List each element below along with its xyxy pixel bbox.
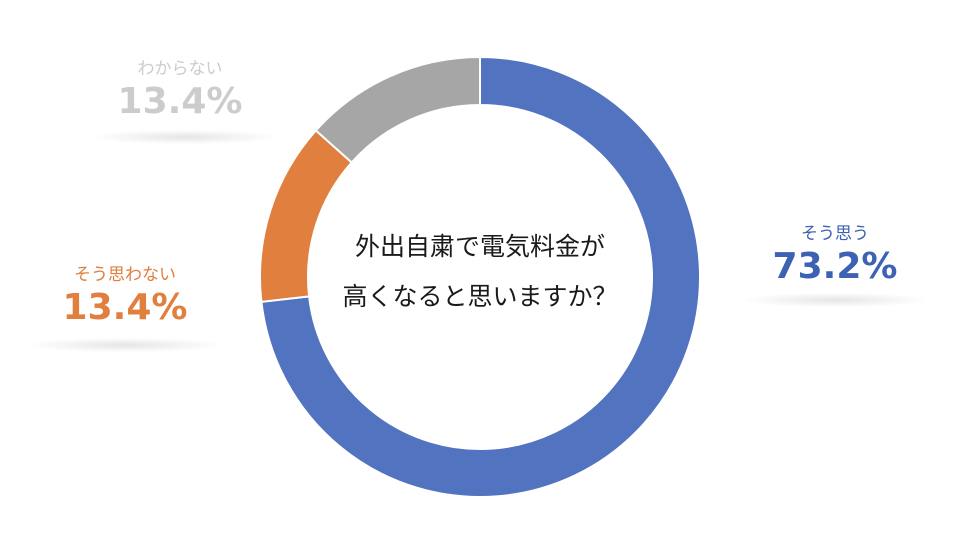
label-shadow-sou-omowanai xyxy=(30,338,220,352)
label-sou-omou: そう思う 73.2% xyxy=(760,223,910,289)
chart-title: 外出自粛で電気料金が 高くなると思いますか？ xyxy=(320,222,640,322)
label-value-wakaranai: 13.4% xyxy=(117,81,243,122)
label-shadow-wakaranai xyxy=(95,130,275,144)
label-wakaranai: わからない 13.4% xyxy=(105,58,255,124)
donut-slice-wakaranai xyxy=(314,55,481,164)
chart-title-line-2: 高くなると思いますか？ xyxy=(342,282,618,311)
label-name-sou-omowanai: そう思わない xyxy=(74,265,176,285)
donut-slices xyxy=(259,55,702,498)
label-sou-omowanai: そう思わない 13.4% xyxy=(45,264,205,330)
label-value-sou-omowanai: 13.4% xyxy=(62,287,188,328)
donut-slice-sou-omou xyxy=(260,55,702,498)
label-shadow-sou-omou xyxy=(745,293,925,307)
chart-title-line-1: 外出自粛で電気料金が xyxy=(354,232,605,261)
label-name-wakaranai: わからない xyxy=(137,59,223,79)
label-value-sou-omou: 73.2% xyxy=(772,246,898,287)
label-name-sou-omou: そう思う xyxy=(801,224,869,244)
